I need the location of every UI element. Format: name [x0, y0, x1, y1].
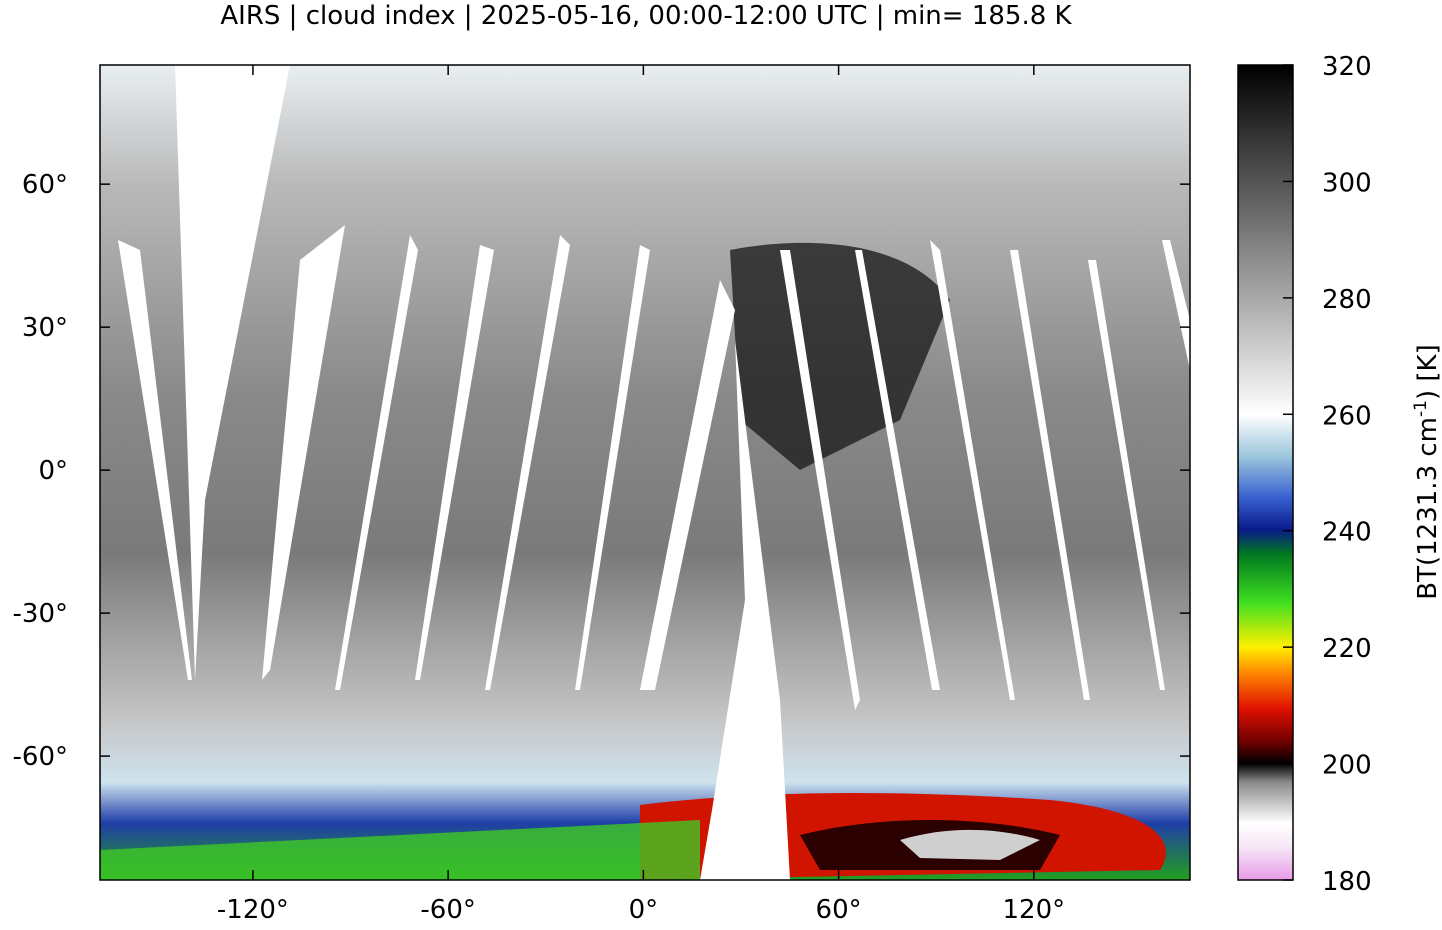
x-tick-label: -60° [420, 895, 475, 925]
colorbar-label-sup: -1 [1411, 400, 1431, 417]
colorbar-tick-label: 260 [1322, 401, 1372, 431]
y-tick-label: -30° [13, 599, 68, 629]
title: AIRS | cloud index | 2025-05-16, 00:00-1… [220, 1, 1072, 31]
colorbar-label: BT(1231.3 cm-1) [K] [1411, 344, 1442, 599]
colorbar-tick-label: 220 [1322, 634, 1372, 664]
x-tick-label: 60° [816, 895, 862, 925]
y-tick-label: 0° [38, 456, 68, 486]
y-tick-label: 60° [22, 170, 68, 200]
x-tick-label: 120° [1003, 895, 1066, 925]
colorbar-tick-label: 180 [1322, 867, 1372, 897]
map-image [100, 65, 1190, 880]
x-tick-label: -120° [217, 895, 289, 925]
colorbar-tick-label: 300 [1322, 168, 1372, 198]
colorbar-label-text: BT(1231.3 cm [1413, 417, 1442, 600]
x-tick-label: 0° [629, 895, 659, 925]
colorbar [1237, 64, 1294, 881]
colorbar-tick-label: 280 [1322, 285, 1372, 315]
y-tick-label: 30° [22, 313, 68, 343]
colorbar-label-text: ) [K] [1413, 344, 1442, 400]
colorbar-tick-label: 200 [1322, 751, 1372, 781]
colorbar-tick-label: 320 [1322, 52, 1372, 82]
y-tick-label: -60° [13, 742, 68, 772]
colorbar-tick-label: 240 [1322, 518, 1372, 548]
plot-frame [99, 64, 1191, 881]
